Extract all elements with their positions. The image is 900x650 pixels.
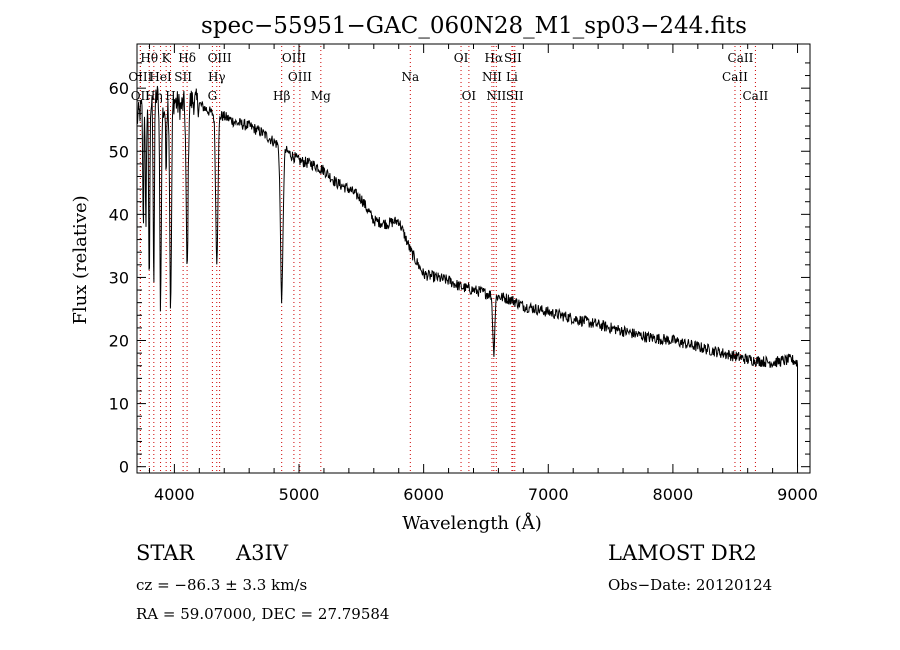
x-tick-label: 9000 bbox=[777, 485, 818, 504]
plot-frame bbox=[136, 43, 811, 474]
marker-label: HeI bbox=[149, 70, 172, 84]
redshift-velocity: cz = −86.3 ± 3.3 km/s bbox=[136, 576, 308, 594]
marker-label: SII bbox=[174, 70, 192, 84]
marker-label: Li bbox=[506, 70, 518, 84]
y-tick-label: 30 bbox=[109, 268, 129, 287]
x-axis-label: Wavelength (Å) bbox=[402, 512, 542, 534]
marker-label: NII bbox=[482, 70, 502, 84]
x-tick-label: 5000 bbox=[279, 485, 320, 504]
axes: 4000 5000 6000 7000 8000 9000 0 10 20 30 40 50 60 bbox=[109, 44, 818, 504]
y-tick-label: 60 bbox=[109, 79, 129, 98]
marker-label: Na bbox=[401, 70, 419, 84]
coordinates: RA = 59.07000, DEC = 27.79584 bbox=[136, 605, 390, 623]
marker-label: Hθ bbox=[140, 51, 158, 65]
marker-label: Hη bbox=[145, 89, 163, 103]
x-tick-label: 7000 bbox=[528, 485, 569, 504]
marker-label: Hα bbox=[485, 51, 504, 65]
x-tick-label: 4000 bbox=[154, 485, 195, 504]
y-tick-label: 10 bbox=[109, 395, 129, 414]
marker-label: Hδ bbox=[178, 51, 196, 65]
x-tick-label: 6000 bbox=[403, 485, 444, 504]
marker-label: H bbox=[165, 89, 175, 103]
marker-label: CaII bbox=[728, 51, 754, 65]
y-tick-label: 50 bbox=[109, 142, 129, 161]
spectrum-line bbox=[136, 85, 798, 467]
object-class: STAR bbox=[136, 541, 195, 565]
survey-name: LAMOST DR2 bbox=[608, 541, 757, 565]
object-subclass: A3IV bbox=[236, 541, 288, 565]
marker-label: K bbox=[162, 51, 172, 65]
marker-label: OIII bbox=[208, 51, 232, 65]
marker-label: SII bbox=[504, 51, 522, 65]
y-axis-label: Flux (relative) bbox=[70, 195, 91, 324]
marker-label: SII bbox=[506, 89, 524, 103]
marker-label: Hγ bbox=[208, 70, 226, 84]
marker-label: OI bbox=[462, 89, 477, 103]
marker-label: OIII bbox=[282, 51, 306, 65]
marker-label: NII bbox=[486, 89, 506, 103]
marker-label: CaII bbox=[742, 89, 768, 103]
x-tick-label: 8000 bbox=[653, 485, 694, 504]
marker-label: G bbox=[208, 89, 218, 103]
spectrum-series bbox=[136, 85, 798, 467]
y-tick-label: 0 bbox=[119, 458, 129, 477]
y-tick-label: 40 bbox=[109, 205, 129, 224]
marker-label: CaII bbox=[722, 70, 748, 84]
marker-label: Hβ bbox=[273, 89, 290, 103]
observation-date: Obs−Date: 20120124 bbox=[608, 576, 773, 594]
y-tick-label: 20 bbox=[109, 332, 129, 351]
marker-label: OIII bbox=[128, 70, 152, 84]
marker-label: OIII bbox=[288, 70, 312, 84]
marker-label: OII bbox=[131, 89, 151, 103]
marker-label: OI bbox=[454, 51, 469, 65]
marker-label: Mg bbox=[311, 89, 331, 103]
chart-title: spec−55951−GAC_060N28_M1_sp03−244.fits bbox=[201, 13, 747, 39]
